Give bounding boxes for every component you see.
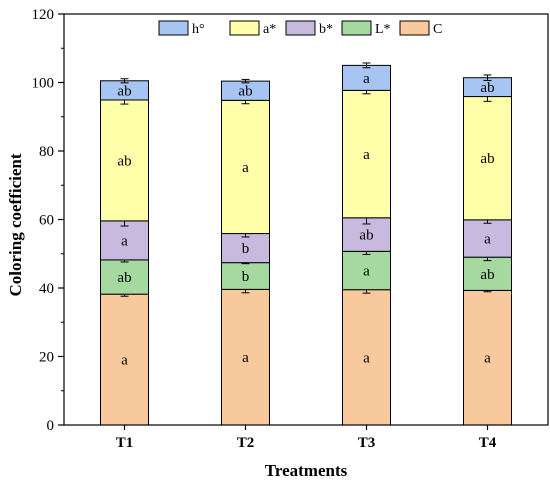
significance-label-t3-series-1: a: [363, 264, 370, 280]
legend-item-4: C: [399, 20, 442, 37]
legend-item-3: L*: [341, 20, 391, 37]
bar-segment-t2-series-2: [221, 233, 270, 264]
legend-label: b*: [319, 22, 333, 37]
bar-segment-t4-series-0: [463, 289, 512, 426]
y-tick-label: 0: [47, 418, 55, 434]
legend-label: L*: [375, 22, 391, 37]
bar-segment-t1-series-3: [100, 99, 149, 222]
bar-segment-t3-series-3: [342, 89, 391, 219]
x-tick-label-t3: T3: [358, 435, 376, 451]
bar-stack-t4: a ab a ab ab: [463, 74, 512, 426]
y-tick-label: 80: [39, 144, 54, 160]
significance-label-t4-series-2: a: [484, 232, 491, 248]
significance-label-t1-series-1: ab: [117, 270, 131, 286]
significance-label-t4-series-0: a: [484, 351, 491, 367]
y-axis-title: Coloring coefficient: [6, 153, 25, 296]
legend-item-2: b*: [285, 20, 333, 37]
significance-label-t2-series-1: b: [242, 269, 250, 285]
bar-segment-t2-series-1: [221, 262, 270, 290]
bar-segment-t4-series-2: [463, 219, 512, 258]
x-tick-label-t1: T1: [116, 435, 134, 451]
bar-segment-t3-series-4: [342, 64, 391, 91]
significance-label-t3-series-3: a: [363, 147, 370, 163]
legend-label: h°: [192, 22, 205, 37]
y-tick-label: 60: [39, 213, 54, 229]
bar-stack-t3: a a ab a a: [342, 62, 391, 426]
significance-label-t4-series-4: ab: [480, 80, 494, 96]
y-tick-label: 100: [32, 76, 55, 92]
error-bar-t2-series-4: [241, 78, 250, 84]
y-tick-label: 120: [32, 7, 55, 23]
x-axis-title: Treatments: [265, 461, 348, 480]
significance-label-t2-series-2: b: [242, 241, 250, 257]
bar-segment-t1-series-2: [100, 220, 149, 261]
bar-segment-t1-series-0: [100, 293, 149, 426]
legend-swatch: [285, 20, 316, 36]
significance-label-t1-series-2: a: [121, 233, 128, 249]
significance-label-t2-series-3: a: [242, 160, 249, 176]
legend: h° a* b* L* C: [158, 20, 442, 37]
significance-label-t4-series-1: ab: [480, 267, 494, 283]
bar-segment-t2-series-0: [221, 288, 270, 426]
axes-layer: 0 20 40 60 80 100 120 T1 T2 T3 T4: [32, 7, 549, 451]
significance-label-t3-series-4: a: [363, 71, 370, 87]
error-bar-t1-series-4: [120, 78, 129, 84]
legend-item-0: h°: [158, 20, 205, 37]
y-tick-label: 40: [39, 281, 54, 297]
significance-label-t1-series-4: ab: [117, 83, 131, 99]
bar-stack-t1: a ab a ab ab: [100, 78, 149, 426]
legend-swatch: [158, 20, 189, 36]
legend-swatch: [399, 20, 430, 36]
x-tick-label-t2: T2: [237, 435, 255, 451]
legend-label: a*: [263, 22, 276, 37]
error-bar-t4-series-4: [483, 74, 492, 81]
legend-swatch: [229, 20, 260, 36]
y-tick-label: 20: [39, 350, 54, 366]
legend-swatch: [341, 20, 372, 36]
significance-label-t4-series-3: ab: [480, 151, 494, 167]
bar-segment-t2-series-3: [221, 99, 270, 235]
bar-segment-t3-series-1: [342, 250, 391, 291]
error-bar-t3-series-4: [362, 62, 371, 69]
significance-label-t3-series-0: a: [363, 350, 370, 366]
legend-label: C: [433, 22, 442, 37]
significance-label-t1-series-0: a: [121, 353, 128, 369]
x-tick-label-t4: T4: [479, 435, 497, 451]
bar-segment-t4-series-1: [463, 256, 512, 291]
significance-label-t3-series-2: ab: [359, 228, 373, 244]
significance-label-t1-series-3: ab: [117, 153, 131, 169]
significance-label-t2-series-0: a: [242, 350, 249, 366]
legend-item-1: a*: [229, 20, 276, 37]
significance-label-t2-series-4: ab: [238, 84, 252, 100]
bar-segment-t4-series-3: [463, 96, 512, 221]
